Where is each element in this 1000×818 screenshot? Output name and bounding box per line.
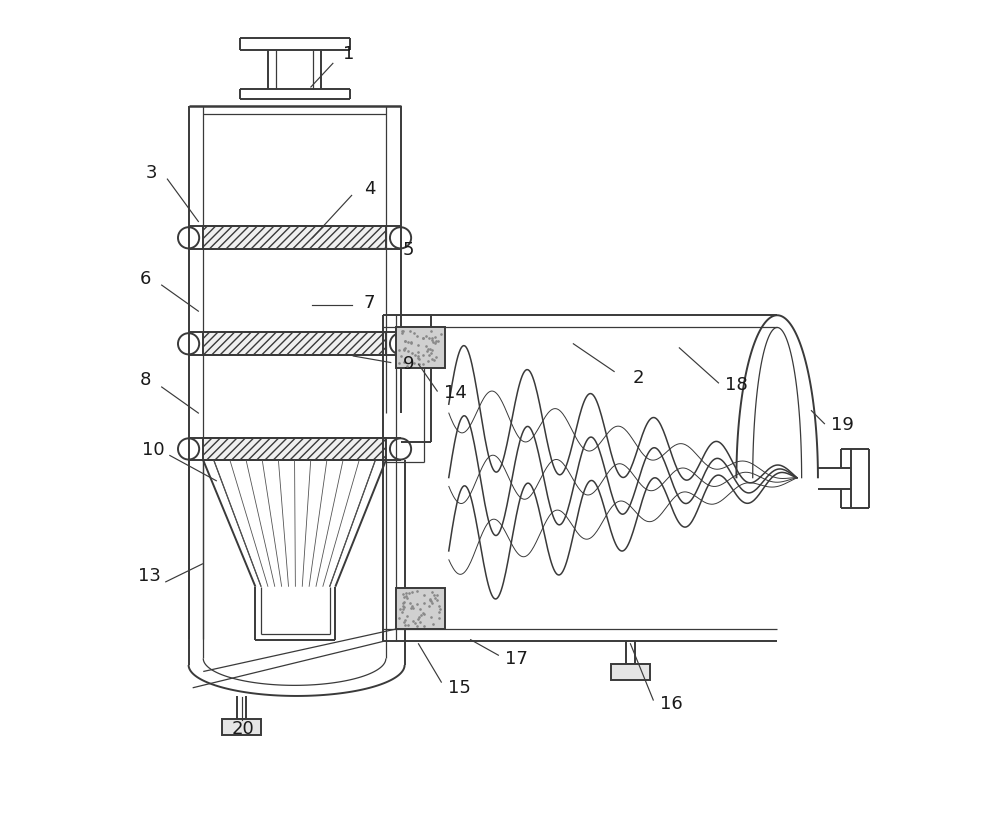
Text: 13: 13 <box>138 567 161 585</box>
Text: 6: 6 <box>140 270 151 288</box>
Bar <box>611 664 650 681</box>
Text: 15: 15 <box>448 679 471 697</box>
Bar <box>203 227 386 249</box>
Text: 17: 17 <box>505 650 528 668</box>
Text: 4: 4 <box>364 180 375 198</box>
Text: 18: 18 <box>725 375 748 393</box>
Text: 8: 8 <box>140 371 151 389</box>
Text: 7: 7 <box>364 294 375 312</box>
Text: 9: 9 <box>403 355 414 373</box>
Text: 19: 19 <box>831 416 854 434</box>
Text: 14: 14 <box>444 384 467 402</box>
Bar <box>396 588 445 629</box>
Text: 1: 1 <box>343 45 355 63</box>
Text: 16: 16 <box>660 695 683 713</box>
Text: 5: 5 <box>403 241 414 259</box>
Text: 10: 10 <box>142 441 165 459</box>
Text: 20: 20 <box>232 720 255 738</box>
Text: 3: 3 <box>145 164 157 182</box>
Bar <box>222 719 261 735</box>
Bar <box>203 332 386 355</box>
Bar <box>203 438 386 461</box>
Bar <box>396 327 445 368</box>
Text: 2: 2 <box>633 369 644 387</box>
